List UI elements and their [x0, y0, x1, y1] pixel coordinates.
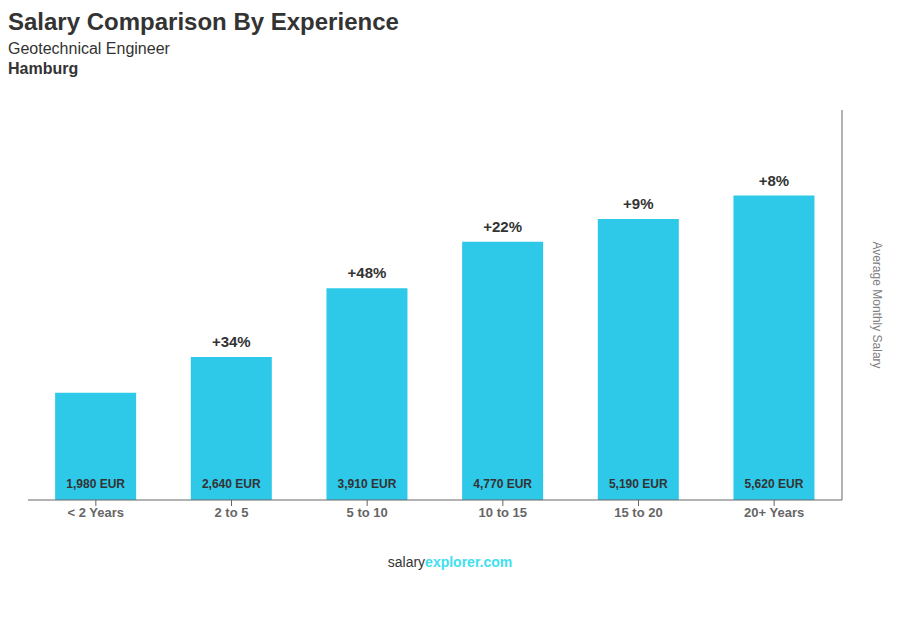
- html-text:salary explorer.com: salary explorer.com: [387, 554, 513, 570]
- svg-text:20+ Years: 20+ Years: [744, 505, 804, 520]
- svg-text:1,980 EUR: 1,980 EUR: [66, 477, 125, 491]
- svg-text:2,640 EUR: 2,640 EUR: [202, 477, 261, 491]
- html-text:Geotechnical Engineer: Geotechnical Engineer: [8, 40, 170, 57]
- svg-text:+34%: +34%: [212, 333, 251, 350]
- html-text:Salary Comparison By Experienc: Salary Comparison By Experience: [8, 8, 399, 35]
- svg-text:15 to 20: 15 to 20: [614, 505, 662, 520]
- svg-text:+22%: +22%: [483, 218, 522, 235]
- svg-text:4,770 EUR: 4,770 EUR: [473, 477, 532, 491]
- html-text:Hamburg: Hamburg: [8, 60, 79, 77]
- svg-text:5,190 EUR: 5,190 EUR: [609, 477, 668, 491]
- svg-text:< 2 Years: < 2 Years: [68, 505, 125, 520]
- svg-text:Average Monthly Salary: Average Monthly Salary: [870, 241, 884, 368]
- svg-text:+9%: +9%: [623, 195, 653, 212]
- svg-text:3,910 EUR: 3,910 EUR: [338, 477, 397, 491]
- svg-text:5 to 10: 5 to 10: [347, 505, 388, 520]
- svg-text:+8%: +8%: [759, 172, 789, 189]
- svg-text:5,620 EUR: 5,620 EUR: [745, 477, 804, 491]
- svg-text:10 to 15: 10 to 15: [479, 505, 527, 520]
- svg-text:+48%: +48%: [348, 264, 387, 281]
- svg-text:2 to 5: 2 to 5: [215, 505, 249, 520]
